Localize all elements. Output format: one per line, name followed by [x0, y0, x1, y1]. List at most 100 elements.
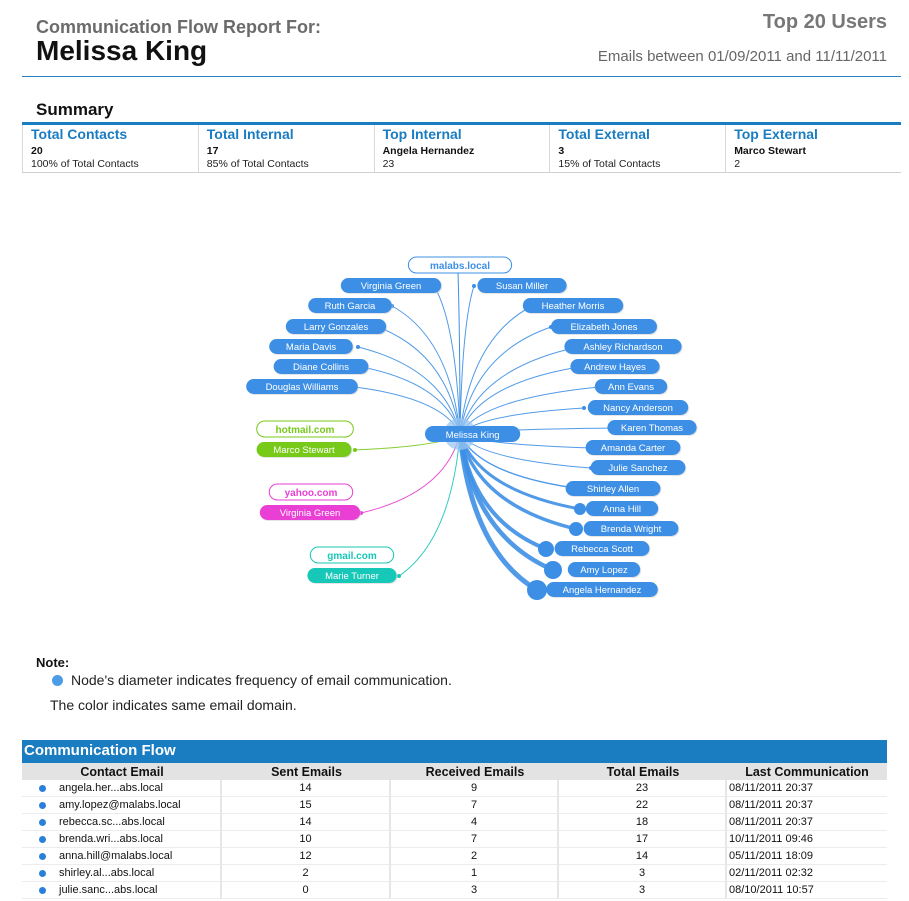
edge-line: [457, 271, 461, 435]
table-row: anna.hill@malabs.local 12 2 14 05/11/201…: [22, 848, 887, 865]
bullet-icon: [39, 869, 46, 877]
note-text: The color indicates same email domain.: [50, 697, 297, 713]
bullet-icon: [39, 852, 46, 860]
domain-label: hotmail.com: [276, 425, 335, 436]
contact-name: Nancy Anderson: [603, 403, 673, 414]
table-row: rebecca.sc...abs.local 14 4 18 08/11/201…: [22, 814, 887, 831]
bullet-icon: [39, 886, 46, 894]
domain-pill: [268, 483, 354, 501]
table-row: julie.sanc...abs.local 0 3 3 08/10/2011 …: [22, 882, 887, 899]
summary-total-internal: Total Internal 17 85% of Total Contacts: [199, 125, 375, 172]
contact-pill: [285, 319, 387, 334]
contact-node-dot: [538, 541, 554, 557]
sent-cell: 0: [222, 882, 391, 899]
edge-line: [357, 346, 461, 435]
contact-email: rebecca.sc...abs.local: [59, 816, 165, 828]
contact-pill: [269, 339, 353, 354]
contact-pill: [340, 278, 442, 293]
summary-table: Total Contacts 20 100% of Total Contacts…: [22, 122, 901, 173]
center-name: Melissa King: [446, 430, 500, 441]
contact-pill: [570, 359, 660, 374]
total-cell: 22: [559, 797, 727, 814]
contact-node-dot: [472, 284, 476, 288]
table-row: shirley.al...abs.local 2 1 3 02/11/2011 …: [22, 865, 887, 882]
edge-line: [457, 433, 539, 593]
table-row: amy.lopez@malabs.local 15 7 22 08/11/201…: [22, 797, 887, 814]
contact-name: Larry Gonzales: [304, 322, 369, 333]
contact-pill: [546, 582, 658, 597]
contact-name: Ashley Richardson: [583, 342, 662, 353]
communication-flow-title: Communication Flow: [22, 740, 887, 763]
contact-pill: [256, 442, 352, 457]
received-cell: 3: [391, 882, 559, 899]
contact-name: Andrew Hayes: [584, 362, 646, 373]
edge-line: [459, 285, 475, 435]
contact-email-cell: rebecca.sc...abs.local: [22, 814, 222, 831]
domain-pill: [256, 420, 354, 438]
summary-total-external: Total External 3 15% of Total Contacts: [550, 125, 727, 172]
contact-pill: [567, 562, 641, 577]
contact-name: Elizabeth Jones: [570, 322, 637, 333]
summary-value: 17: [206, 145, 219, 157]
contact-node-dot: [569, 522, 583, 536]
contact-email-cell: shirley.al...abs.local: [22, 865, 222, 882]
received-cell: 9: [391, 780, 559, 797]
summary-value: 3: [558, 145, 565, 157]
edge-line: [433, 285, 461, 435]
domain-pill: [309, 546, 395, 564]
contact-node-dot: [574, 503, 586, 515]
contact-pill: [585, 440, 681, 455]
sent-cell: 10: [222, 831, 391, 848]
summary-total-contacts: Total Contacts 20 100% of Total Contacts: [22, 125, 199, 172]
node-legend-dot: [52, 674, 63, 686]
contact-email: shirley.al...abs.local: [59, 867, 155, 879]
contact-pill: [607, 420, 697, 435]
contact-node-dot: [353, 448, 357, 452]
summary-value: Angela Hernandez: [382, 145, 475, 157]
last-communication-cell: 05/11/2011 18:09: [727, 848, 887, 865]
contact-name: Heather Morris: [542, 301, 605, 312]
summary-title: Summary: [36, 100, 114, 119]
contact-pill: [564, 339, 682, 354]
contact-name: Ann Evans: [608, 382, 654, 393]
last-communication-cell: 08/11/2011 20:37: [727, 780, 887, 797]
contact-name: Julie Sanchez: [608, 463, 667, 474]
contact-pill: [590, 460, 686, 475]
summary-value: 20: [31, 145, 43, 157]
contact-email: julie.sanc...abs.local: [59, 884, 158, 896]
contact-name: Virginia Green: [280, 508, 341, 519]
contact-pill: [522, 298, 624, 313]
received-cell: 2: [391, 848, 559, 865]
contact-email-cell: anna.hill@malabs.local: [22, 848, 222, 865]
note-line: Node's diameter indicates frequency of e…: [52, 672, 452, 688]
contact-pill: [477, 278, 567, 293]
contact-node-dot: [544, 561, 562, 579]
contact-pill: [554, 541, 650, 556]
total-cell: 3: [559, 865, 727, 882]
edge-line: [391, 305, 461, 435]
received-cell: 4: [391, 814, 559, 831]
summary-heading: Top External: [734, 126, 818, 142]
domain-label: yahoo.com: [285, 488, 338, 499]
contact-pill: [307, 568, 397, 583]
contact-pill: [551, 319, 657, 334]
domain-label: malabs.local: [430, 261, 490, 272]
edge-line: [377, 326, 461, 435]
contact-name: Marco Stewart: [273, 445, 335, 456]
contact-email-cell: brenda.wri...abs.local: [22, 831, 222, 848]
summary-top-external: Top External Marco Stewart 2: [726, 125, 901, 172]
report-label: Communication Flow Report For:: [36, 17, 321, 37]
table-header-row: Contact Email Sent Emails Received Email…: [22, 763, 887, 780]
contact-name: Douglas Williams: [266, 382, 339, 393]
summary-heading: Top Internal: [382, 126, 462, 142]
contact-email: anna.hill@malabs.local: [59, 850, 173, 862]
contact-node-dot: [356, 345, 360, 349]
table-row: brenda.wri...abs.local 10 7 17 10/11/201…: [22, 831, 887, 848]
contact-email-cell: amy.lopez@malabs.local: [22, 797, 222, 814]
summary-value: Marco Stewart: [734, 145, 806, 157]
contact-name: Amy Lopez: [580, 565, 628, 576]
contact-pill: [259, 505, 361, 520]
domain-label: gmail.com: [327, 551, 377, 562]
contact-name: Maria Davis: [286, 342, 336, 353]
column-header: Contact Email: [22, 763, 222, 780]
